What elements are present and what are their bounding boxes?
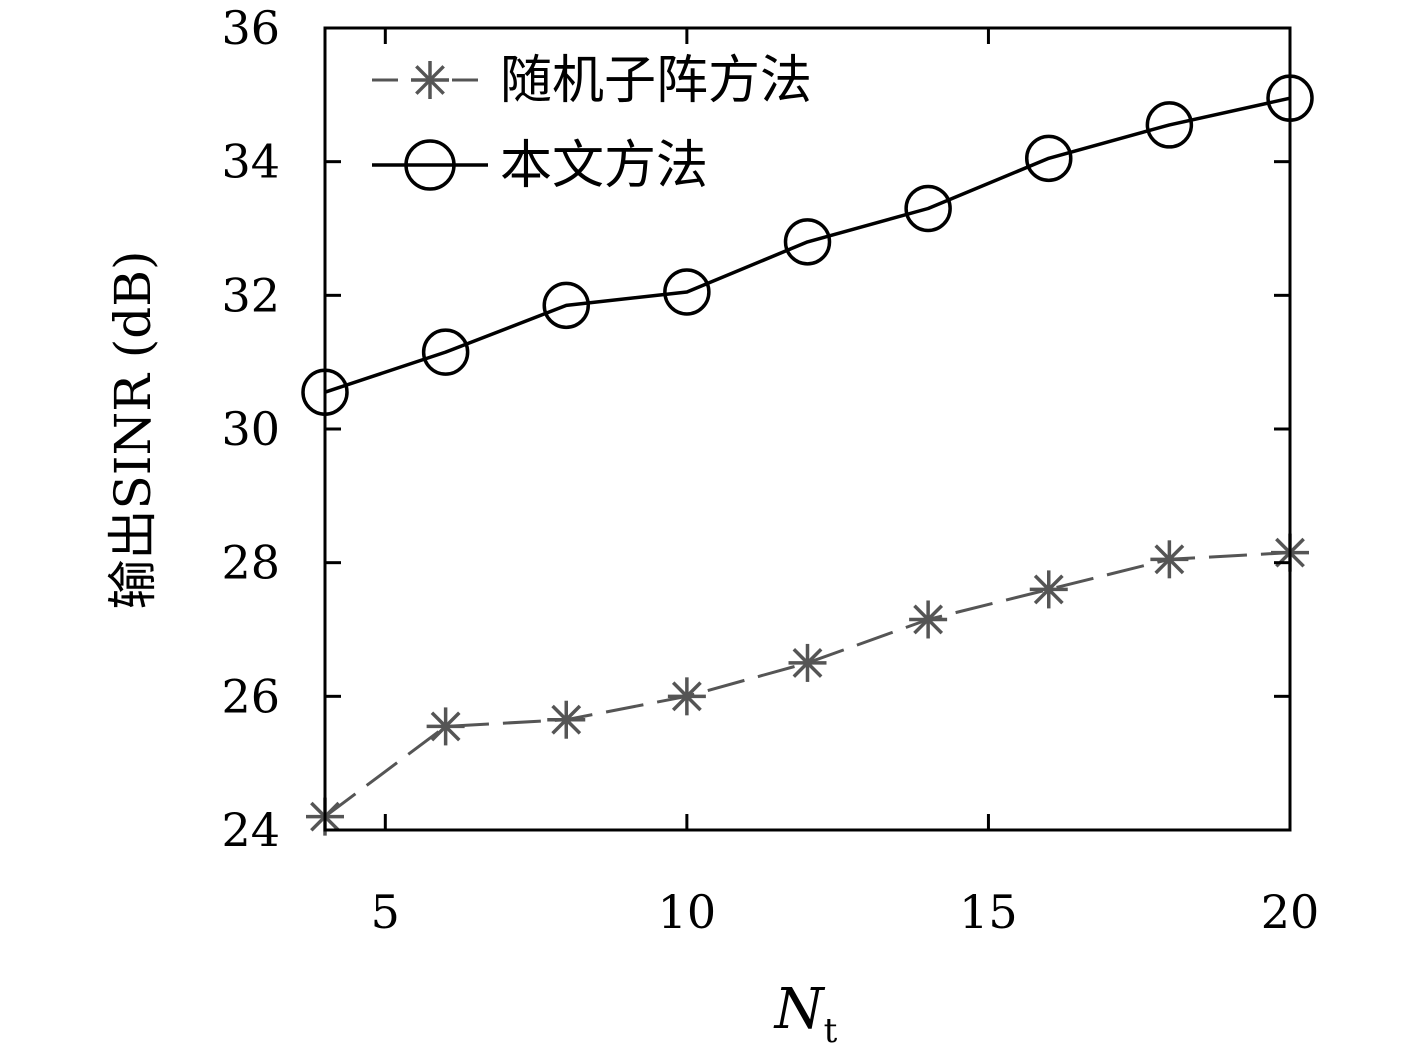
y-axis-title: 输出SINR (dB) — [104, 250, 162, 609]
legend-marker-2 — [404, 139, 456, 191]
x-axis-title: Nt — [773, 977, 838, 1051]
legend-marker-1 — [411, 61, 449, 99]
series-1-point-4 — [667, 677, 706, 716]
y-tick-label-5: 32 — [221, 268, 280, 322]
y-tick-label-4: 30 — [221, 402, 280, 456]
y-tick-label-6: 34 — [221, 135, 280, 189]
series-1-point-7 — [1029, 570, 1068, 609]
legend-label-1: 随机子阵方法 — [500, 51, 812, 111]
series-2-point-7 — [1025, 134, 1073, 183]
series-2-point-6 — [904, 184, 952, 233]
x-tick-label-4: 20 — [1261, 885, 1320, 939]
x-axis-title-main: N — [773, 977, 826, 1042]
series-line-1 — [324, 551, 1291, 818]
axes-layer — [323, 26, 1292, 832]
series-1-point-2 — [426, 707, 465, 746]
legend-label-2: 本文方法 — [500, 136, 708, 196]
series-1-point-8 — [1150, 540, 1189, 579]
series-layer — [301, 74, 1314, 836]
y-tick-label-3: 28 — [221, 536, 280, 590]
x-axis-title-subscript: t — [824, 1011, 838, 1051]
series-1-point-6 — [909, 600, 948, 639]
y-tick-label-1: 24 — [221, 803, 280, 857]
series-2-point-8 — [1145, 101, 1194, 149]
series-2-point-4 — [663, 268, 711, 316]
plot-frame — [323, 26, 1292, 832]
series-1-point-3 — [547, 700, 586, 739]
series-1-point-5 — [788, 643, 827, 682]
series-2-point-3 — [542, 281, 590, 330]
y-tick-label-7: 36 — [221, 1, 280, 55]
ticks-layer: 5 10 15 20 24 26 28 30 32 34 36 — [221, 1, 1319, 939]
series-2-point-2 — [421, 328, 470, 376]
y-tick-label-2: 26 — [221, 669, 280, 723]
series-line-2 — [324, 96, 1291, 394]
x-tick-label-3: 15 — [959, 885, 1018, 939]
series-2-point-5 — [783, 218, 832, 266]
x-tick-label-1: 5 — [371, 885, 400, 939]
x-tick-label-2: 10 — [658, 885, 717, 939]
